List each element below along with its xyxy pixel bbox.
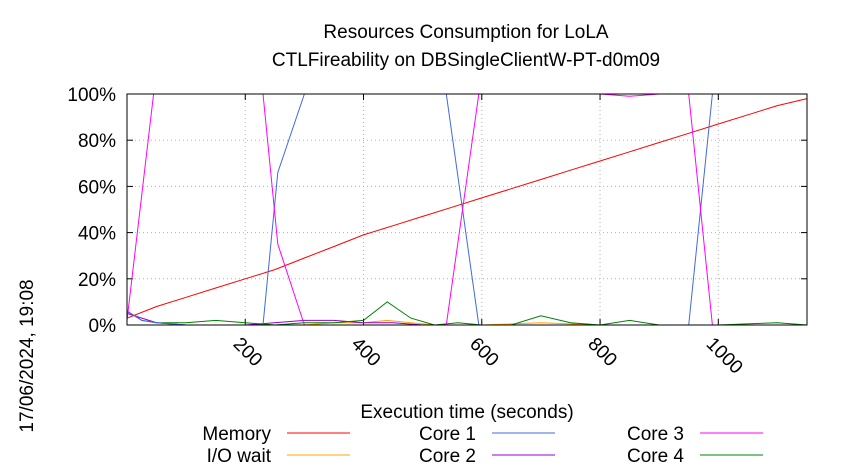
plot-frame [126, 93, 808, 326]
x-axis-ticks: 200 400 600 800 1000 [229, 94, 747, 378]
legend-label-core-1: Core 1 [419, 424, 476, 445]
series-line-core-4 [126, 301, 808, 326]
x-axis-label: Execution time (seconds) [360, 402, 573, 423]
chart-subtitle: CTLFireability on DBSingleClientW-PT-d0m… [272, 50, 660, 71]
legend-label-i-o-wait: I/O wait [207, 446, 272, 467]
legend-label-core-4: Core 4 [627, 446, 684, 467]
grid-lines [127, 94, 807, 325]
y-tick-label: 40% [78, 224, 116, 245]
x-tick-label: 400 [347, 334, 384, 371]
x-tick-label: 1000 [702, 334, 747, 379]
legend: Memory Core 1 Core 3 I/O wait Core 2 Core 4 [202, 424, 763, 467]
x-tick-label: 800 [584, 334, 621, 371]
y-tick-label: 100% [67, 85, 116, 106]
series-line-memory [126, 98, 808, 319]
y-tick-label: 80% [78, 131, 116, 152]
y-tick-label: 60% [78, 177, 116, 198]
y-tick-label: 0% [89, 316, 117, 337]
legend-label-memory: Memory [202, 424, 271, 445]
legend-label-core-3: Core 3 [627, 424, 684, 445]
x-tick-label: 200 [229, 334, 266, 371]
series-lines [126, 93, 808, 326]
y-axis-ticks: 0% 20% 40% 60% 80% 100% [67, 85, 807, 337]
y-tick-label: 20% [78, 270, 116, 291]
x-tick-label: 600 [465, 334, 502, 371]
legend-label-core-2: Core 2 [419, 446, 476, 467]
timestamp-label: 17/06/2024, 19:08 [17, 279, 38, 432]
chart-title: Resources Consumption for LoLA [323, 22, 608, 43]
